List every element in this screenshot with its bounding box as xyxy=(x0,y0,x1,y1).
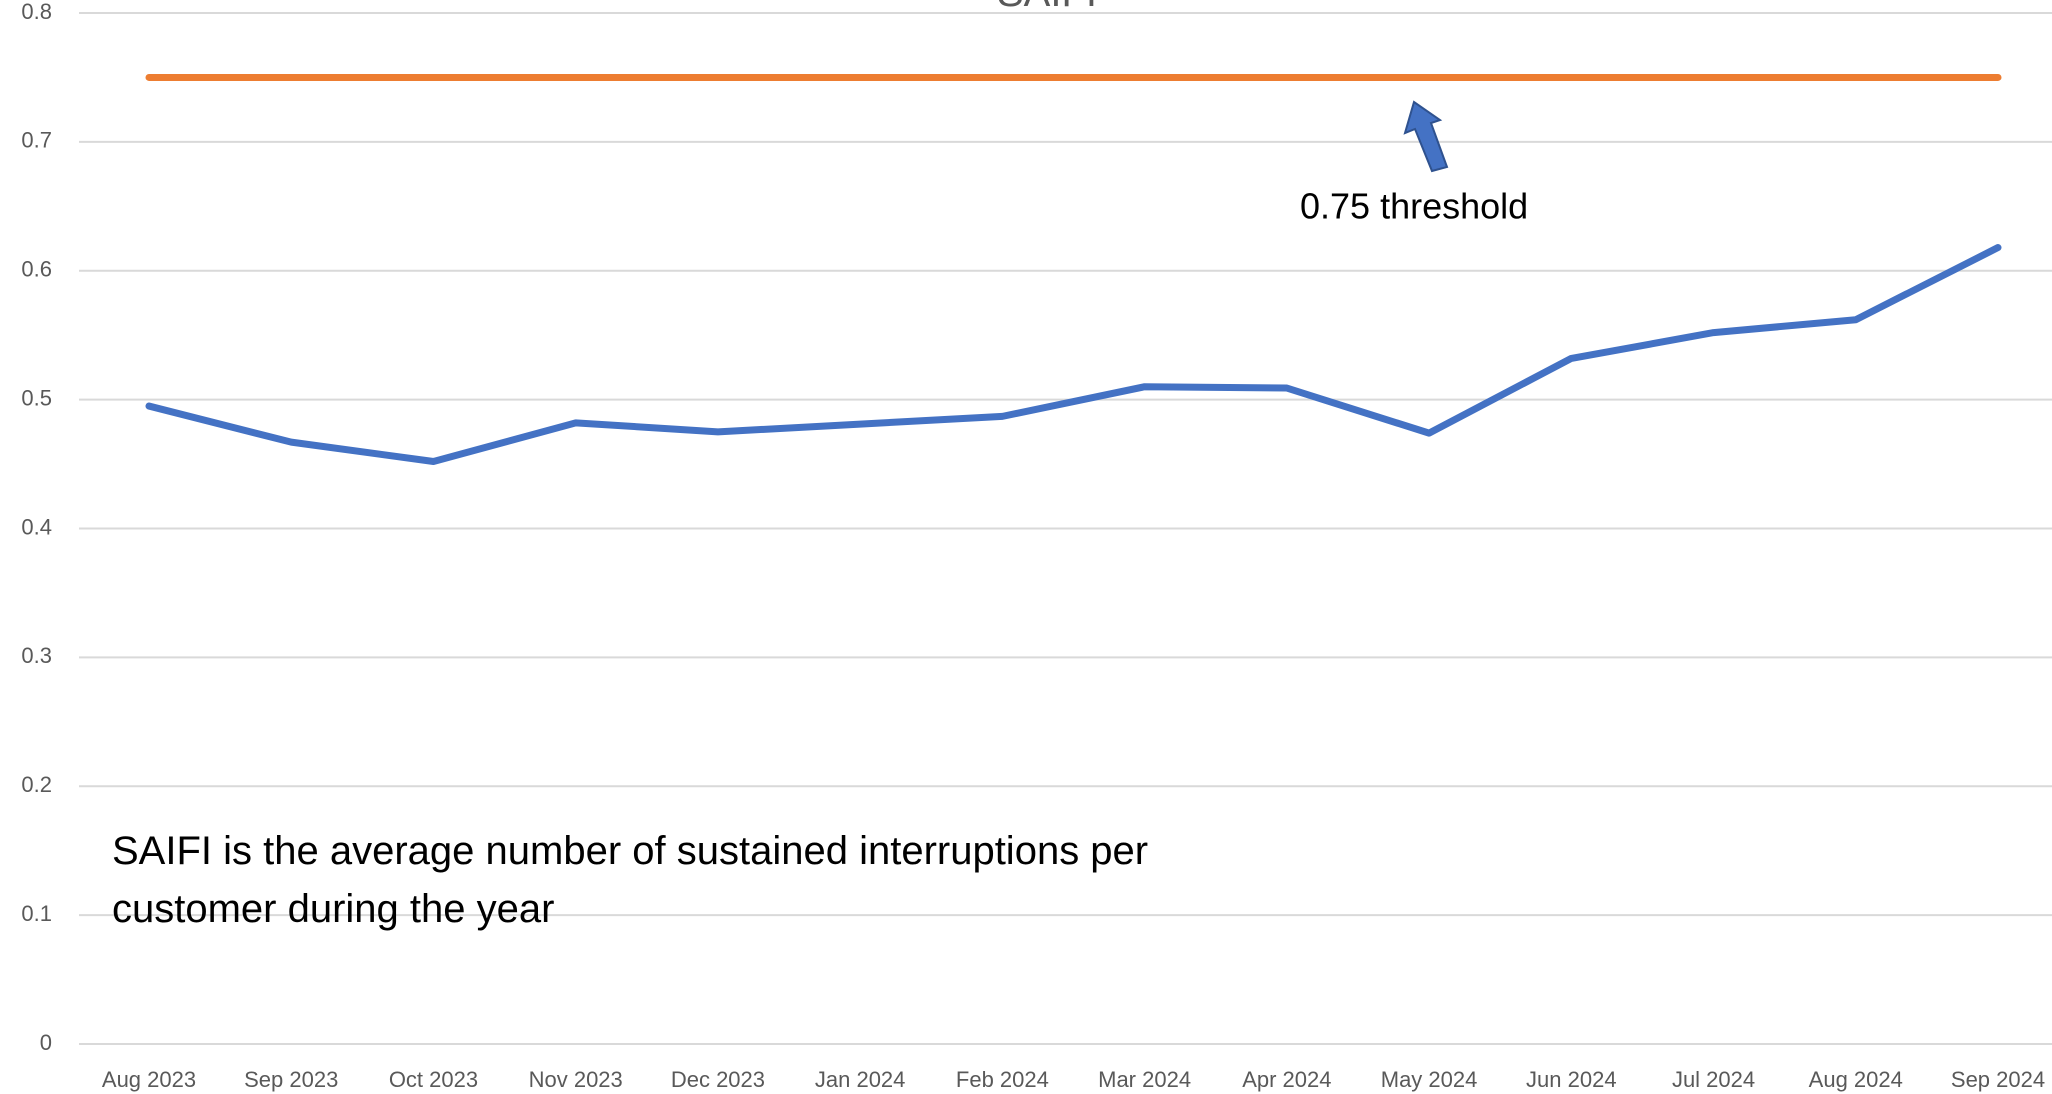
grid: 0 0.1 0.2 0.3 0.4 0.5 0.6 0.7 0.8 Aug 2023 Sep 202… xyxy=(21,0,2052,1092)
y-tick-label: 0.3 xyxy=(21,643,52,668)
x-tick-label: Apr 2024 xyxy=(1242,1067,1331,1092)
x-tick-label: Aug 2023 xyxy=(102,1067,196,1092)
x-tick-label: Feb 2024 xyxy=(956,1067,1049,1092)
x-tick-label: Sep 2024 xyxy=(1951,1067,2045,1092)
y-tick-label: 0.4 xyxy=(21,514,52,539)
marks xyxy=(145,73,2002,465)
y-tick-label: 0.2 xyxy=(21,772,52,797)
x-tick-label: Nov 2023 xyxy=(529,1067,623,1092)
y-tick-label: 0 xyxy=(40,1030,52,1055)
y-tick-label: 0.7 xyxy=(21,128,52,153)
x-tick-label: Jan 2024 xyxy=(815,1067,906,1092)
y-tick-label: 0.8 xyxy=(21,0,52,24)
x-tick-label: Aug 2024 xyxy=(1809,1067,1903,1092)
y-tick-label: 0.1 xyxy=(21,901,52,926)
y-tick-label: 0.6 xyxy=(21,257,52,282)
x-tick-label: Jun 2024 xyxy=(1526,1067,1617,1092)
y-tick-label: 0.5 xyxy=(21,385,52,410)
threshold-label: 0.75 threshold xyxy=(1300,186,1528,227)
x-tick-label: Jul 2024 xyxy=(1672,1067,1755,1092)
annotation-arrow xyxy=(1403,100,1449,173)
series-line xyxy=(145,244,2002,465)
x-tick-label: Mar 2024 xyxy=(1098,1067,1191,1092)
note: SAIFI is the average number of sustained… xyxy=(112,829,1149,931)
x-tick-label: Oct 2023 xyxy=(389,1067,478,1092)
x-tick-label: Dec 2023 xyxy=(671,1067,765,1092)
chart-title: SAIFI xyxy=(997,0,1097,15)
x-tick-label: Sep 2023 xyxy=(244,1067,338,1092)
x-tick-label: May 2024 xyxy=(1381,1067,1478,1092)
